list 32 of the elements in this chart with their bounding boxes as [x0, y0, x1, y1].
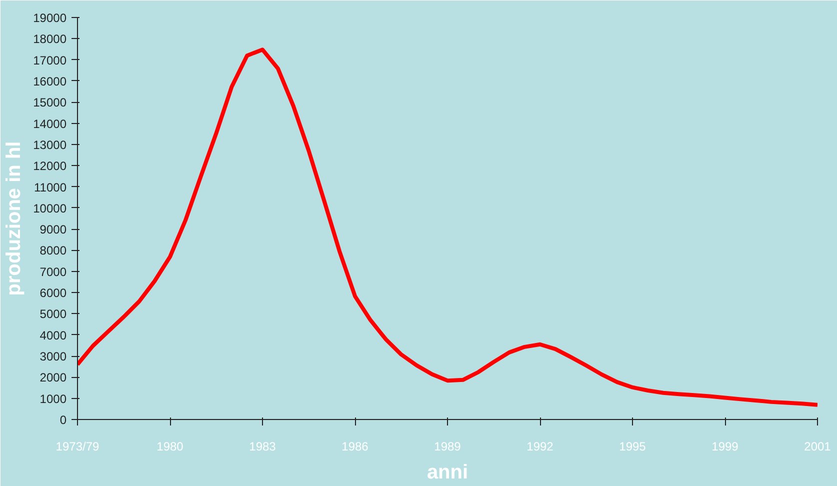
x-tick-label: 1973/79	[56, 440, 100, 454]
x-tick-label: 1992	[526, 440, 554, 454]
x-tick-label: 1995	[619, 440, 646, 454]
y-tick-label: 12000	[33, 159, 67, 174]
y-tick-label: 13000	[33, 138, 67, 152]
x-tick-label: 2001	[804, 440, 832, 454]
y-tick-label: 15000	[33, 96, 67, 110]
x-axis-title: anni	[426, 462, 468, 484]
y-tick-label: 16000	[33, 74, 67, 88]
y-tick-label: 0	[60, 413, 67, 427]
y-tick-label: 10000	[33, 201, 67, 216]
y-tick-label: 18000	[33, 32, 67, 46]
y-tick-label: 4000	[40, 328, 67, 342]
y-axis-title: produzione in hl	[3, 141, 26, 296]
x-tick-label: 1986	[342, 440, 369, 454]
y-tick-label: 17000	[33, 53, 67, 68]
y-tick-label: 5000	[40, 307, 67, 322]
y-tick-label: 19000	[33, 11, 67, 25]
y-tick-label: 14000	[33, 116, 67, 131]
y-tick-label: 1000	[40, 392, 67, 406]
y-tick-label: 9000	[40, 222, 67, 237]
line-series	[78, 48, 818, 407]
y-tick-label: 2000	[40, 370, 67, 385]
x-tick-label: 1980	[156, 440, 184, 454]
x-tick-label: 1989	[434, 440, 462, 454]
x-tick-label: 1999	[712, 440, 739, 454]
y-tick-label: 3000	[40, 350, 67, 364]
y-tick-label: 11000	[34, 180, 67, 194]
y-tick-label: 8000	[40, 244, 67, 258]
x-tick-label: 1983	[249, 440, 276, 454]
y-tick-label: 7000	[40, 264, 67, 279]
y-tick-label: 6000	[40, 286, 67, 300]
